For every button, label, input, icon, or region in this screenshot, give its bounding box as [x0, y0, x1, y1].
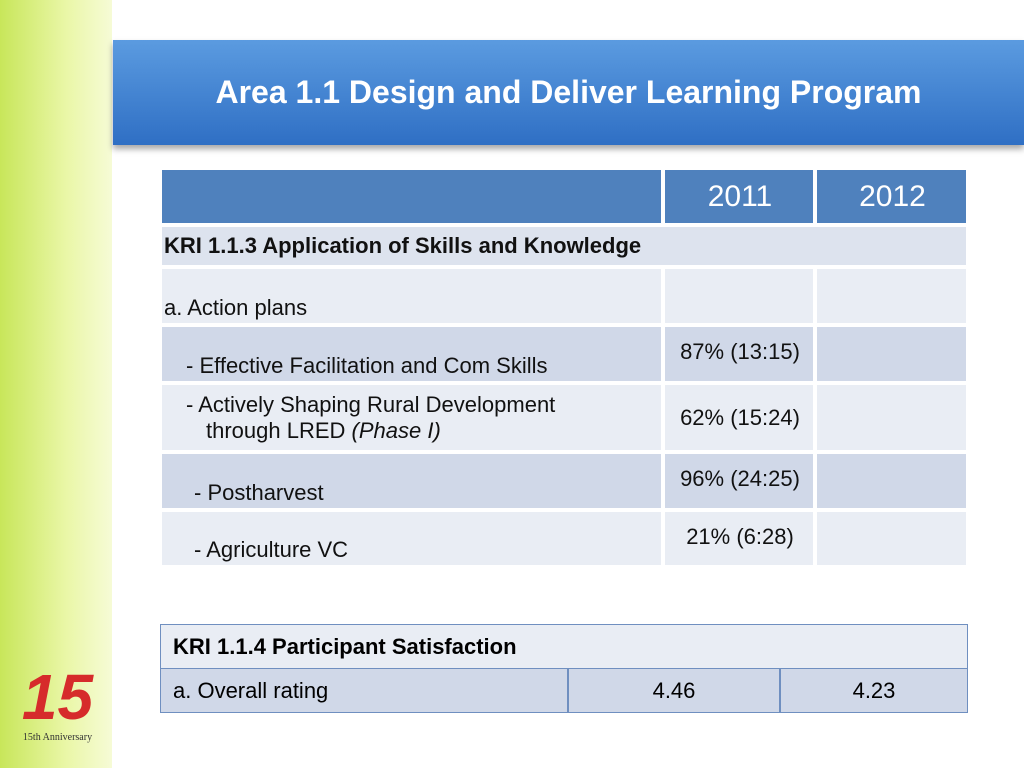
- row-label: - Actively Shaping Rural Development thro…: [160, 383, 663, 452]
- value-2012: [815, 267, 968, 325]
- logo: 15 15th Anniversary: [10, 662, 105, 757]
- rating-value: 4.23: [780, 668, 968, 713]
- value-2011: [663, 267, 815, 325]
- label-text: - Actively Shaping Rural Development: [186, 391, 556, 417]
- value-2011: 96% (24:25): [663, 452, 815, 510]
- value-2011: 21% (6:28): [663, 510, 815, 567]
- logo-number: 15: [21, 661, 94, 733]
- value-2012: [815, 325, 968, 383]
- value-2011: 62% (15:24): [663, 383, 815, 452]
- column-header: 2011: [663, 168, 815, 225]
- value-2012: [815, 510, 968, 567]
- label-text: a. Action plans: [164, 295, 308, 320]
- label-text: - Effective Facilitation and Com Skills: [186, 353, 548, 378]
- row-label: a. Action plans: [160, 267, 663, 325]
- label-text: through LRED: [206, 417, 346, 443]
- label-text: - Postharvest: [194, 480, 324, 505]
- value-2012: [815, 383, 968, 452]
- side-strip: [0, 0, 112, 768]
- row-label: - Agriculture VC: [160, 510, 663, 567]
- title-bar: Area 1.1 Design and Deliver Learning Pro…: [113, 40, 1024, 145]
- label-text: - Agriculture VC: [194, 537, 349, 562]
- header-cell: [160, 168, 663, 225]
- rating-value: 4.46: [568, 668, 780, 713]
- row-label: a. Overall rating: [160, 668, 568, 713]
- row-label: - Postharvest: [160, 452, 663, 510]
- value-2012: [815, 452, 968, 510]
- table-title: KRI 1.1.4 Participant Satisfaction: [160, 624, 968, 669]
- row-label: - Effective Facilitation and Com Skills: [160, 325, 663, 383]
- logo-caption: 15th Anniversary: [22, 732, 93, 743]
- label-note: (Phase I): [351, 417, 441, 443]
- label-line: through LRED (Phase I): [186, 418, 441, 444]
- title: Area 1.1 Design and Deliver Learning Pro…: [215, 74, 922, 110]
- value-2011: 87% (13:15): [663, 325, 815, 383]
- column-header: 2012: [815, 168, 968, 225]
- section-row: KRI 1.1.3 Application of Skills and Know…: [160, 225, 968, 267]
